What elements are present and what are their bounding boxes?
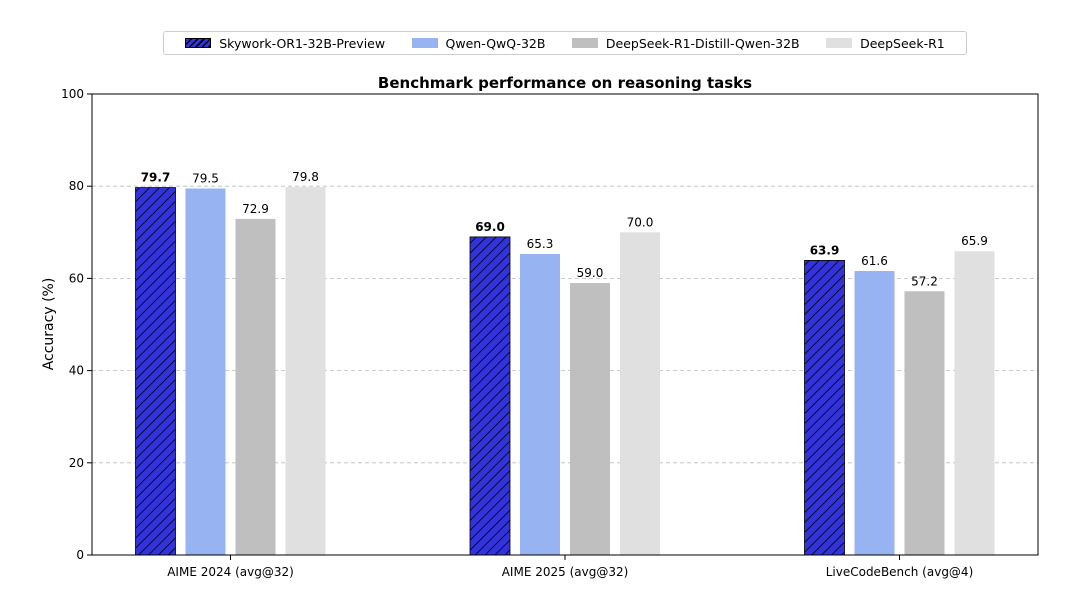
bar — [235, 218, 276, 555]
legend: Skywork-OR1-32B-Preview Qwen-QwQ-32B DeepS… — [163, 31, 967, 55]
bar-value-label: 70.0 — [627, 215, 654, 229]
bar-value-label: 57.2 — [911, 274, 938, 288]
bars — [135, 187, 995, 556]
bar-value-label: 63.9 — [810, 243, 840, 257]
legend-item: DeepSeek-R1 — [826, 36, 945, 51]
legend-label: Qwen-QwQ-32B — [445, 35, 546, 51]
legend-item: Skywork-OR1-32B-Preview — [185, 36, 385, 51]
y-tick-label: 0 — [76, 548, 84, 562]
legend-swatch — [826, 38, 853, 48]
bar — [135, 187, 176, 556]
legend-label: DeepSeek-R1-Distill-Qwen-32B — [605, 35, 800, 51]
y-tick-label: 80 — [69, 179, 84, 193]
bar — [570, 283, 610, 555]
bar-value-label: 79.8 — [292, 170, 319, 184]
bar-value-label: 79.7 — [141, 171, 171, 185]
plot-frame — [91, 93, 1039, 556]
legend-label: DeepSeek-R1 — [860, 35, 945, 51]
legend-swatch — [571, 38, 598, 48]
bar — [520, 253, 560, 556]
y-axis-title: Accuracy (%) — [41, 278, 57, 371]
y-tick-label: 100 — [61, 87, 84, 101]
bar-value-label: 72.9 — [242, 202, 269, 216]
value-labels: 79.7 79.5 72.9 79.8 69.0 65.3 59.0 70.0 63.9 61.6… — [141, 170, 988, 288]
legend-swatch — [411, 38, 438, 48]
bar — [804, 260, 845, 556]
axes: 0 20 40 60 80 100 AIME 2024 (avg@32) AIME 2025 … — [61, 87, 973, 579]
chart-title: Benchmark performance on reasoning tasks — [378, 74, 752, 92]
bar-value-label: 79.5 — [192, 172, 219, 186]
x-tick-label: AIME 2025 (avg@32) — [502, 565, 629, 579]
bar — [854, 271, 895, 555]
bar — [954, 251, 995, 556]
legend-item: Qwen-QwQ-32B — [411, 35, 546, 51]
bar-value-label: 61.6 — [861, 254, 888, 268]
legend-label: Skywork-OR1-32B-Preview — [219, 35, 386, 51]
grid-lines — [92, 185, 1038, 464]
y-tick-label: 20 — [69, 456, 84, 470]
bar-value-label: 65.3 — [527, 237, 554, 251]
bar-value-label: 69.0 — [475, 220, 505, 234]
bar — [469, 236, 511, 556]
bar — [185, 188, 226, 555]
x-tick-label: AIME 2024 (avg@32) — [167, 565, 294, 579]
y-tick-label: 40 — [69, 364, 84, 378]
bar — [620, 232, 660, 556]
x-tick-label: LiveCodeBench (avg@4) — [826, 565, 974, 579]
bar — [904, 291, 945, 555]
legend-swatch — [185, 38, 212, 48]
legend-item: DeepSeek-R1-Distill-Qwen-32B — [571, 35, 800, 51]
bar — [285, 187, 326, 555]
bar-value-label: 59.0 — [577, 266, 604, 280]
y-tick-label: 60 — [69, 271, 84, 285]
bar-value-label: 65.9 — [961, 234, 988, 248]
